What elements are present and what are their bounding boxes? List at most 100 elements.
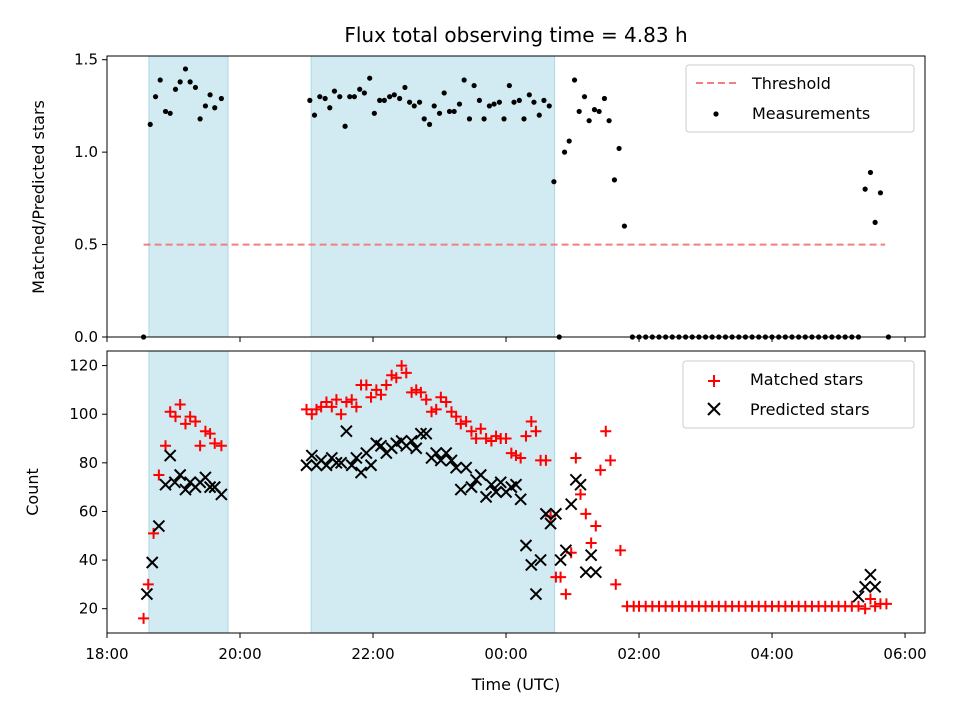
matched-point xyxy=(330,394,342,406)
matched-point xyxy=(335,408,347,420)
matched-point xyxy=(435,391,447,403)
measurement-point xyxy=(387,94,393,100)
measurement-point xyxy=(192,84,199,91)
measurement-point xyxy=(581,94,588,100)
matched-point xyxy=(580,508,592,520)
matched-point xyxy=(301,403,313,415)
predicted-point xyxy=(868,580,882,594)
predicted-point xyxy=(159,478,172,491)
legend-predicted-label: Predicted stars xyxy=(750,400,870,419)
measurement-point xyxy=(621,223,628,229)
measurement-point xyxy=(586,118,592,124)
measurement-point xyxy=(411,103,417,109)
measurement-point xyxy=(377,97,383,103)
predicted-point xyxy=(168,476,182,489)
x-tick-label: 18:00 xyxy=(85,645,128,663)
matched-point xyxy=(380,379,392,391)
predicted-point xyxy=(479,490,493,504)
matched-point xyxy=(350,401,362,413)
measurement-point xyxy=(862,186,868,192)
bottom-y-tick-label: 40 xyxy=(79,551,98,569)
legend-measurements-label: Measurements xyxy=(752,104,870,123)
matched-point xyxy=(852,600,864,612)
measurement-point xyxy=(536,112,542,118)
measurement-point xyxy=(596,108,602,115)
predicted-point xyxy=(494,476,507,489)
measurement-point xyxy=(351,94,357,100)
measurement-point xyxy=(441,90,447,96)
matched-point xyxy=(555,571,567,583)
measurement-point xyxy=(606,118,612,124)
measurement-point xyxy=(342,123,348,129)
matched-point xyxy=(520,430,532,442)
predicted-point xyxy=(852,590,865,603)
predicted-point xyxy=(449,461,463,474)
measurement-point xyxy=(601,95,608,102)
bottom-y-tick-label: 20 xyxy=(79,600,98,618)
ratio-panel: 0.0 0.5 1.0 1.5 Matched/Predicted stars Thr… xyxy=(29,51,926,346)
measurement-point xyxy=(157,77,163,83)
measurement-point xyxy=(207,92,213,98)
matched-point xyxy=(450,411,462,423)
measurement-point xyxy=(436,110,443,116)
matched-point xyxy=(525,416,537,427)
predicted-point xyxy=(345,459,358,472)
x-tick-label: 04:00 xyxy=(750,645,793,663)
legend-measurements-swatch xyxy=(713,111,719,117)
measurement-point xyxy=(867,169,874,176)
measurement-point xyxy=(397,95,403,102)
predicted-point xyxy=(179,483,192,496)
bottom-y-tick-label: 120 xyxy=(69,357,98,375)
x-tick-label: 22:00 xyxy=(351,645,394,663)
measurement-point xyxy=(311,112,318,118)
top-y-tick-label: 0.5 xyxy=(74,236,98,254)
matched-point xyxy=(530,425,542,437)
predicted-point xyxy=(459,461,473,474)
predicted-point xyxy=(163,449,177,462)
predicted-point xyxy=(589,566,603,579)
matched-point xyxy=(365,391,377,403)
matched-point xyxy=(326,401,338,413)
measurement-point xyxy=(521,116,527,122)
predicted-point xyxy=(173,468,187,482)
matched-point xyxy=(430,403,442,415)
predicted-point xyxy=(320,459,333,472)
predicted-point xyxy=(544,517,557,530)
matched-point xyxy=(189,416,201,427)
measurement-point xyxy=(421,116,427,122)
predicted-point xyxy=(559,544,573,557)
measurement-point xyxy=(476,97,483,103)
measurement-point xyxy=(402,84,408,91)
matched-point xyxy=(480,433,492,445)
matched-point xyxy=(390,372,402,384)
measurement-point xyxy=(551,179,557,185)
predicted-points xyxy=(140,425,882,603)
bottom-legend-box xyxy=(682,360,915,429)
matched-point xyxy=(184,411,196,423)
x-tick-label: 20:00 xyxy=(218,645,261,663)
predicted-point xyxy=(465,480,478,494)
measurement-point xyxy=(371,110,377,116)
bottom-legend: Matched stars Predicted stars xyxy=(682,360,915,429)
measurement-point xyxy=(317,94,323,100)
predicted-point xyxy=(584,548,598,562)
measurement-point xyxy=(212,105,218,111)
measurement-point xyxy=(182,66,189,72)
measurement-point xyxy=(516,97,522,103)
matched-point xyxy=(138,612,150,624)
measurement-point xyxy=(456,101,463,107)
measurement-point xyxy=(466,116,473,122)
measurement-point xyxy=(177,79,183,85)
bottom-y-axis-label: Count xyxy=(23,468,42,516)
matched-point xyxy=(164,406,176,418)
matched-point xyxy=(340,396,352,408)
matched-point xyxy=(594,464,606,476)
measurement-point xyxy=(406,99,413,105)
matched-point xyxy=(204,428,216,440)
x-tick-label: 02:00 xyxy=(617,645,660,663)
predicted-point xyxy=(439,446,453,460)
measurement-point xyxy=(872,219,878,225)
matched-point xyxy=(859,603,871,615)
matched-point xyxy=(880,598,892,610)
